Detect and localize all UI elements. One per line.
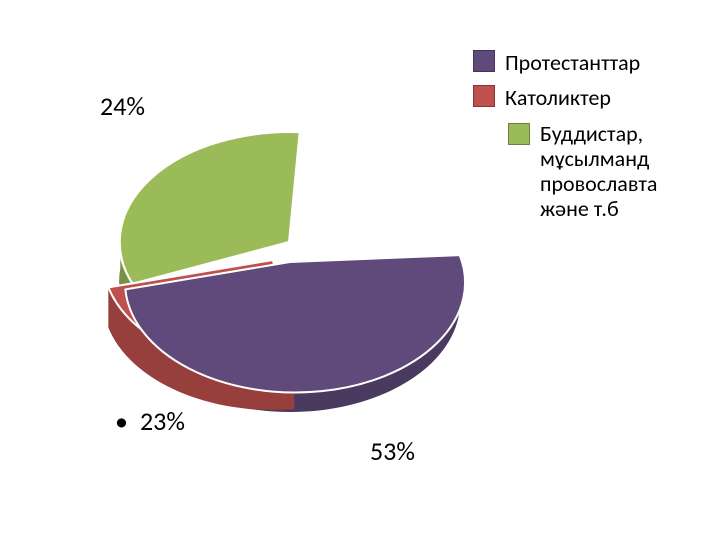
- legend-item-protestants: Протестанттар: [473, 50, 710, 75]
- legend-marker: [508, 123, 530, 145]
- pie-chart: [80, 80, 480, 440]
- slice-label-green: 24%: [100, 90, 145, 122]
- legend-label: Католиктер: [505, 85, 611, 110]
- legend: Протестанттар Католиктер Буддистар, мұсы…: [473, 50, 710, 222]
- legend-label: Буддистар, мұсылманд провославта және т.…: [540, 121, 710, 222]
- pie-chart-svg: [80, 80, 480, 440]
- bullet-marker: •: [115, 405, 128, 437]
- slice-label-red: 23%: [140, 405, 185, 437]
- legend-label: Протестанттар: [505, 50, 640, 75]
- legend-marker: [473, 50, 495, 72]
- slice-label-purple: 53%: [370, 435, 415, 467]
- legend-item-others: Буддистар, мұсылманд провославта және т.…: [508, 121, 710, 222]
- legend-marker: [473, 85, 495, 107]
- legend-item-catholics: Католиктер: [473, 85, 710, 110]
